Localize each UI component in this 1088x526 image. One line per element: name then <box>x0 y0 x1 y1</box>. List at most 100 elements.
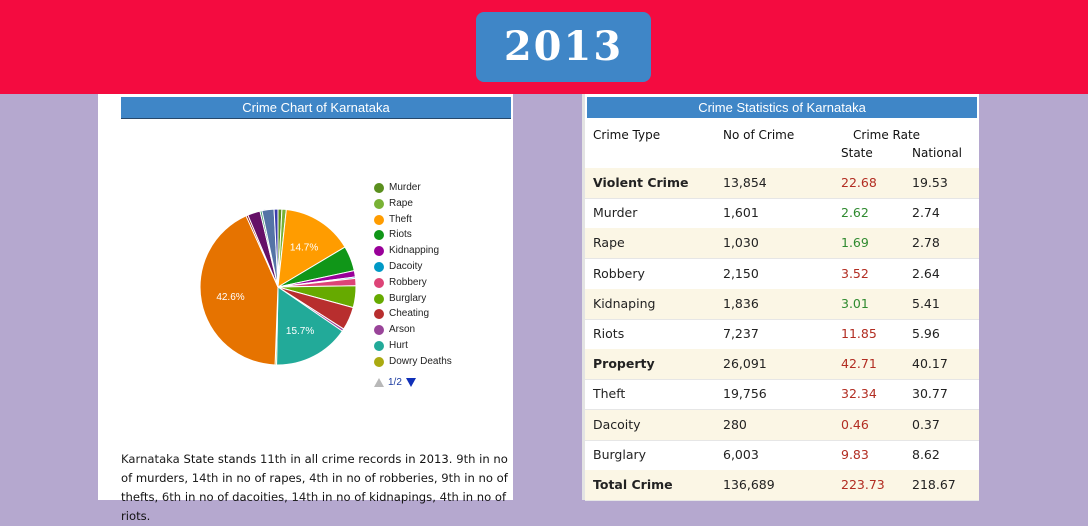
cell-national-rate: 0.37 <box>912 416 940 432</box>
desc-rank: 14th <box>191 471 219 485</box>
pager-page-number: 1/2 <box>388 377 402 388</box>
cell-no-of-crime: 1,601 <box>723 205 759 221</box>
legend-swatch <box>374 309 384 320</box>
cell-crime-type: Theft <box>593 386 626 402</box>
crime-chart-panel: Crime Chart of Karnataka 14.7% 15.7% 42.6%… <box>98 94 513 523</box>
cell-no-of-crime: 19,756 <box>723 386 767 402</box>
cell-national-rate: 8.62 <box>912 446 940 462</box>
cell-no-of-crime: 13,854 <box>723 175 767 190</box>
cell-state-rate: 9.83 <box>841 446 869 462</box>
legend-label: Kidnapping <box>389 245 440 257</box>
cell-state-rate: 11.85 <box>841 326 877 341</box>
legend-swatch <box>374 356 384 367</box>
cell-no-of-crime: 136,689 <box>723 477 775 492</box>
cell-crime-type: Riots <box>593 326 625 341</box>
desc-text: in no of kidnapings, <box>318 490 440 504</box>
header-no-of-crime: No of Crime <box>723 128 795 142</box>
cell-national-rate: 5.41 <box>912 295 940 311</box>
cell-national-rate: 30.77 <box>912 386 948 402</box>
cell-crime-type: Robbery <box>593 265 645 281</box>
cell-national-rate: 40.17 <box>912 356 948 372</box>
cell-crime-type: Murder <box>593 205 638 221</box>
table-title: Crime Statistics of Karnataka <box>587 97 977 118</box>
legend-label: Robbery <box>389 276 427 288</box>
desc-text: in no of dacoities, <box>181 490 292 504</box>
legend-swatch <box>374 262 384 272</box>
desc-rank: 4th <box>309 471 329 485</box>
legend-label: Rape <box>389 197 413 209</box>
cell-national-rate: 5.96 <box>912 326 940 341</box>
legend-swatch <box>374 277 384 288</box>
legend-label: Hurt <box>389 340 408 351</box>
header-crime-type: Crime Type <box>593 128 661 142</box>
desc-text: in no of robberies, <box>328 471 442 485</box>
desc-text: in no of murders, <box>121 452 508 485</box>
pie-slice[interactable] <box>273 208 279 288</box>
cell-crime-type: Property <box>593 356 655 372</box>
cell-no-of-crime: 2,150 <box>723 265 759 281</box>
legend-swatch <box>374 325 384 336</box>
legend-label: Murder <box>389 182 421 193</box>
legend-swatch <box>374 230 384 241</box>
cell-state-rate: 1.69 <box>841 235 869 251</box>
cell-national-rate: 2.74 <box>912 205 940 221</box>
desc-text: State stands <box>179 452 260 466</box>
cell-no-of-crime: 1,030 <box>723 235 759 251</box>
pie-data-label: 42.6% <box>216 292 244 303</box>
cell-crime-type: Burglary <box>593 446 647 462</box>
pager-down-arrow-icon[interactable] <box>406 378 416 387</box>
pie-slice[interactable] <box>277 208 346 288</box>
cell-crime-type: Kidnaping <box>593 295 656 311</box>
crime-description: Karnataka State stands 11th in all crime… <box>121 450 511 526</box>
pie-slice[interactable] <box>276 286 344 366</box>
cell-no-of-crime: 7,237 <box>723 326 759 341</box>
cell-crime-type: Rape <box>593 235 625 251</box>
cell-no-of-crime: 280 <box>723 416 747 432</box>
cell-no-of-crime: 6,003 <box>723 446 759 462</box>
desc-state-name: Karnataka <box>121 452 180 466</box>
cell-crime-type: Total Crime <box>593 477 673 492</box>
desc-rank: 14th <box>291 490 319 504</box>
pager-up-arrow-icon[interactable] <box>374 378 384 387</box>
table-row: Robbery 2,150 3.52 2.64 <box>585 259 979 290</box>
cell-state-rate: 223.73 <box>841 477 885 492</box>
legend-label: Dacoity <box>389 261 423 272</box>
table-row: Kidnaping 1,836 3.01 5.41 <box>585 288 979 320</box>
legend-label: Burglary <box>389 292 427 304</box>
table-row: Burglary 6,003 9.83 8.62 <box>585 440 979 471</box>
table-row: Theft 19,756 32.34 30.77 <box>585 379 979 411</box>
legend-swatch <box>374 183 384 193</box>
legend-label: Riots <box>389 229 412 241</box>
legend-swatch <box>374 293 384 304</box>
pie-chart: 14.7% 15.7% 42.6% <box>199 208 357 366</box>
cell-no-of-crime: 26,091 <box>723 356 767 372</box>
pie-data-label: 14.7% <box>290 242 318 253</box>
cell-state-rate: 42.71 <box>841 356 877 372</box>
cell-crime-type: Dacoity <box>593 416 641 432</box>
desc-rank: 4th <box>439 490 459 504</box>
header-national: National <box>912 146 963 160</box>
table-row: Property 26,091 42.71 40.17 <box>585 349 979 381</box>
cell-state-rate: 3.52 <box>841 265 869 281</box>
legend-swatch <box>374 341 384 351</box>
table-row: Riots 7,237 11.85 5.96 <box>585 319 979 350</box>
cell-state-rate: 2.62 <box>841 205 869 221</box>
pie-slice[interactable] <box>199 215 279 366</box>
legend-swatch <box>374 214 384 225</box>
legend-label: Cheating <box>389 308 430 320</box>
cell-national-rate: 2.78 <box>912 235 940 251</box>
header-state: State <box>841 146 873 160</box>
legend-swatch <box>374 246 384 257</box>
crime-statistics-panel: Crime Statistics of Karnataka Crime Type… <box>582 94 979 501</box>
cell-national-rate: 218.67 <box>912 477 956 492</box>
legend-label: Theft <box>389 213 412 225</box>
cell-national-rate: 19.53 <box>912 175 948 190</box>
table-row: Rape 1,030 1.69 2.78 <box>585 228 979 260</box>
desc-text: in all crime records in 2013. <box>286 452 457 466</box>
cell-crime-type: Violent Crime <box>593 175 689 190</box>
table-row: Dacoity 280 0.46 0.37 <box>585 409 979 441</box>
desc-rank: 9th <box>456 452 476 466</box>
cell-state-rate: 32.34 <box>841 386 877 402</box>
legend-label: Dowry Deaths <box>389 355 452 367</box>
cell-national-rate: 2.64 <box>912 265 940 281</box>
